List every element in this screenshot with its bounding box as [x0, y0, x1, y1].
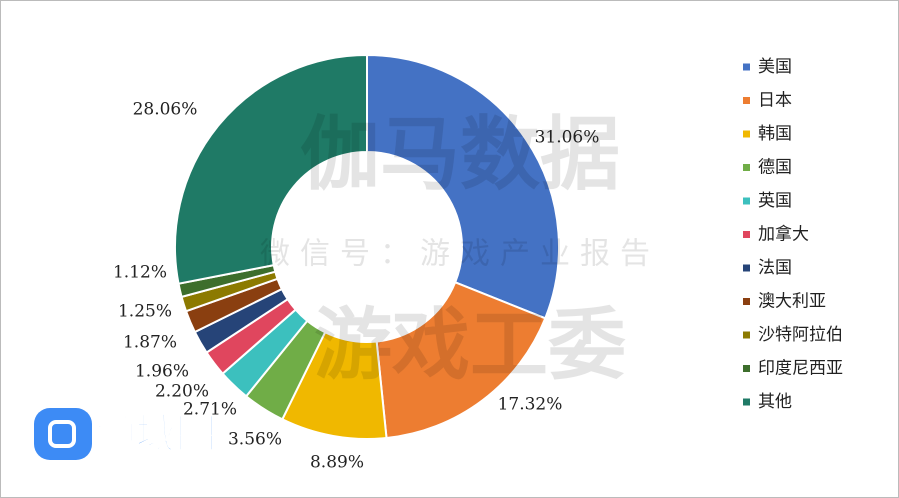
data-label: 1.87% [123, 333, 177, 353]
legend-marker [743, 331, 750, 339]
legend-label: 英国 [758, 191, 792, 211]
data-label: 3.56% [228, 430, 282, 450]
legend-marker [743, 130, 750, 138]
legend-marker [743, 365, 750, 372]
legend-label: 其他 [758, 392, 792, 412]
legend-label: 加拿大 [758, 224, 809, 245]
legend-label: 法国 [758, 258, 792, 278]
logo-icon [34, 408, 92, 460]
data-label: 2.71% [183, 400, 237, 420]
watermark: 伽马数据 [300, 108, 620, 201]
legend-marker [743, 197, 750, 205]
legend-marker [743, 97, 750, 104]
data-label: 1.12% [113, 263, 167, 283]
data-label: 2.20% [155, 382, 209, 402]
logo-text: 领域圈 [96, 411, 216, 457]
legend-label: 澳大利亚 [758, 292, 826, 312]
logo: 领域圈 [34, 408, 217, 460]
data-label: 31.06% [535, 128, 600, 148]
legend-label: 美国 [758, 57, 792, 77]
watermark: 微信号：游戏产业报告 [260, 237, 660, 272]
legend-label: 德国 [758, 158, 792, 178]
legend-marker [743, 264, 750, 272]
data-label: 1.25% [118, 302, 172, 322]
legend-label: 沙特阿拉伯 [758, 325, 843, 345]
slice [375, 281, 547, 440]
donut [174, 53, 560, 440]
logo-icon [48, 420, 76, 448]
slice [174, 53, 368, 285]
watermark: 游戏工委 [314, 300, 626, 390]
slice [366, 53, 560, 320]
data-label: 17.32% [498, 395, 563, 415]
data-label: 8.89% [310, 453, 364, 473]
legend-marker [743, 231, 750, 238]
legend-label: 印度尼西亚 [758, 359, 843, 379]
data-label: 28.06% [133, 100, 198, 120]
legend-label: 日本 [758, 91, 792, 111]
legend-marker [743, 63, 750, 71]
legend-marker [743, 398, 750, 406]
legend-marker [743, 164, 750, 171]
legend-marker [743, 298, 750, 305]
legend-label: 韩国 [758, 124, 792, 144]
data-label: 1.96% [135, 362, 189, 382]
